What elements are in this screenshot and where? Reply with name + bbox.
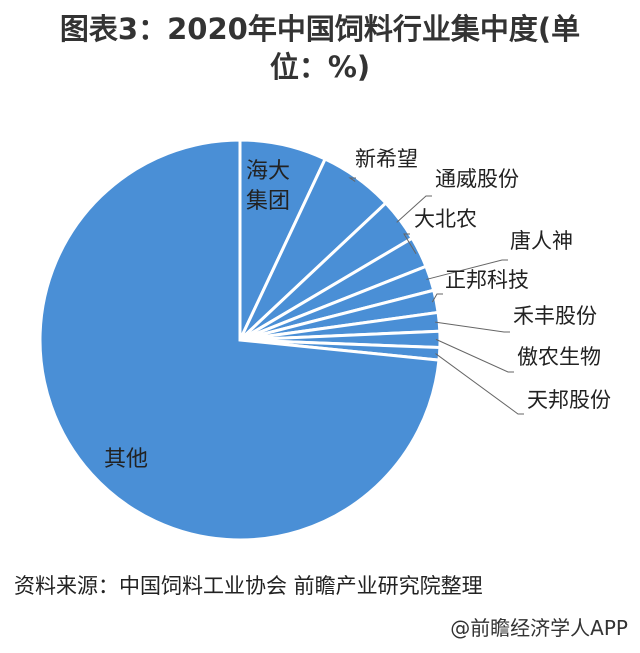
chart-title-line-1: 图表3：2020年中国饲料行业集中度(单 — [59, 12, 581, 46]
leader-lines — [348, 177, 524, 415]
slice-label-inside: 集团 — [246, 189, 290, 214]
pie-slice — [38, 138, 441, 542]
leader-line — [435, 353, 524, 415]
slice-label: 大北农 — [414, 207, 477, 231]
slice-label-inside: 海大 — [246, 159, 290, 184]
leader-line — [431, 293, 443, 303]
chart-title: 图表3：2020年中国饲料行业集中度(单 位：%) — [20, 10, 620, 86]
pie-slices — [38, 138, 442, 542]
slice-label: 新希望 — [355, 147, 418, 171]
leader-line — [348, 177, 356, 182]
slice-label: 通威股份 — [435, 167, 519, 191]
leader-line — [426, 259, 508, 280]
slice-label-other: 其他 — [104, 447, 148, 472]
slice-label: 正邦科技 — [445, 268, 529, 292]
source-note: 资料来源：中国饲料工业协会 前瞻产业研究院整理 — [14, 574, 483, 598]
leader-line — [403, 233, 417, 255]
slice-label: 傲农生物 — [517, 345, 601, 369]
slice-label: 天邦股份 — [527, 388, 611, 412]
chart-title-line-2: 位：%) — [269, 50, 371, 84]
slice-label: 唐人神 — [510, 229, 573, 253]
slice-label: 禾丰股份 — [513, 304, 597, 328]
leader-line — [435, 321, 510, 333]
leader-line — [435, 338, 514, 373]
watermark: @前瞻经济学人APP — [450, 616, 628, 640]
leader-line — [396, 195, 432, 223]
